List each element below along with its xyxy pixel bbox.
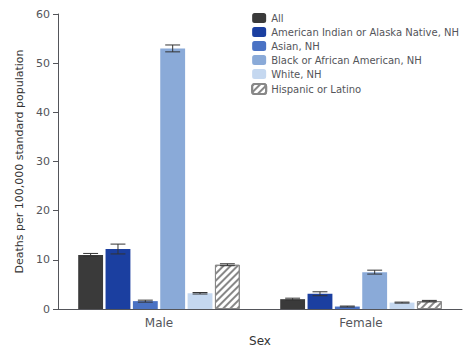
svg-text:0: 0 — [43, 303, 50, 316]
svg-text:Asian, NH: Asian, NH — [271, 41, 320, 52]
svg-text:60: 60 — [36, 8, 50, 21]
svg-text:50: 50 — [36, 57, 50, 70]
svg-text:White, NH: White, NH — [271, 69, 321, 80]
svg-text:Hispanic or Latino: Hispanic or Latino — [271, 84, 361, 95]
svg-text:30: 30 — [36, 155, 50, 168]
svg-text:All: All — [271, 13, 283, 24]
svg-text:Sex: Sex — [249, 334, 271, 348]
svg-text:40: 40 — [36, 106, 50, 119]
svg-text:Deaths per 100,000 standard po: Deaths per 100,000 standard population — [13, 49, 26, 273]
svg-text:Male: Male — [145, 316, 173, 330]
svg-text:Female: Female — [339, 316, 382, 330]
svg-text:Black or African American, NH: Black or African American, NH — [271, 55, 422, 66]
svg-text:American Indian or Alaska Nati: American Indian or Alaska Native, NH — [271, 27, 459, 38]
svg-text:20: 20 — [36, 204, 50, 217]
svg-text:10: 10 — [36, 253, 50, 266]
